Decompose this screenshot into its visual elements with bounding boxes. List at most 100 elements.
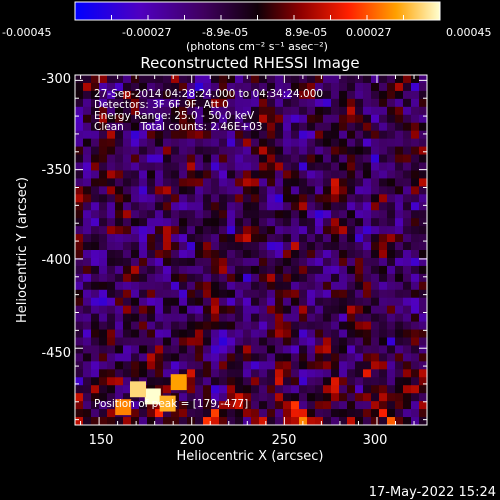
heatmap-cell <box>291 98 300 108</box>
heatmap-cell <box>419 250 427 259</box>
heatmap-cell <box>211 377 220 386</box>
heatmap-cell <box>315 130 324 140</box>
heatmap-cell <box>195 242 204 251</box>
heatmap-cell <box>411 178 420 187</box>
heatmap-cell <box>203 82 212 92</box>
heatmap-cell <box>299 305 308 315</box>
heatmap-cell <box>235 130 244 140</box>
heatmap-cell <box>251 329 260 338</box>
heatmap-cell <box>355 337 364 346</box>
heatmap-cell <box>139 361 148 370</box>
heatmap-cell <box>419 114 427 124</box>
heatmap-cell <box>179 250 188 259</box>
heatmap-cell <box>419 178 427 187</box>
heatmap-cell <box>219 377 228 386</box>
heatmap-cell <box>323 329 332 338</box>
heatmap-peak-cell <box>159 395 176 412</box>
heatmap-cell <box>347 122 356 132</box>
heatmap-cell <box>203 138 212 147</box>
heatmap-cell <box>403 369 412 378</box>
heatmap-cell <box>91 234 100 243</box>
heatmap-cell <box>147 162 156 171</box>
heatmap-cell <box>123 385 132 394</box>
heatmap-cell <box>195 138 204 147</box>
heatmap-cell <box>139 122 148 132</box>
heatmap-cell <box>187 265 196 275</box>
heatmap-cell <box>163 242 172 251</box>
heatmap-cell <box>283 138 292 147</box>
heatmap-cell <box>291 178 300 187</box>
heatmap-cell <box>163 353 172 362</box>
heatmap-cell <box>347 305 356 315</box>
heatmap-cell <box>379 202 388 211</box>
heatmap-cell <box>83 234 92 243</box>
heatmap-cell <box>155 114 164 124</box>
heatmap-cell <box>267 409 276 418</box>
heatmap-cell <box>315 202 324 211</box>
heatmap-cell <box>371 82 380 92</box>
heatmap-cell <box>379 90 388 100</box>
heatmap-cell <box>411 353 420 362</box>
colorbar-ticks <box>111 15 404 20</box>
heatmap-cell <box>235 178 244 187</box>
heatmap-cell <box>115 369 124 378</box>
y-tick-label: -350 <box>41 163 71 178</box>
heatmap-cell <box>267 114 276 124</box>
heatmap-cell <box>99 329 108 338</box>
heatmap-cell <box>211 337 220 346</box>
heatmap-cell <box>115 178 124 187</box>
heatmap-cell <box>299 393 308 402</box>
heatmap-cell <box>315 122 324 132</box>
heatmap-cell <box>339 170 348 179</box>
heatmap-cell <box>307 385 316 394</box>
heatmap-cell <box>227 82 236 92</box>
heatmap-cell <box>99 202 108 211</box>
heatmap-cell <box>339 417 348 425</box>
heatmap-cell <box>411 281 420 291</box>
heatmap-cell <box>363 417 372 425</box>
heatmap-cell <box>339 138 348 147</box>
heatmap-cell <box>299 146 308 155</box>
heatmap-cell <box>419 289 427 299</box>
heatmap-cell <box>147 345 156 354</box>
heatmap-cell <box>347 98 356 108</box>
heatmap-cell <box>403 321 412 330</box>
heatmap-cell <box>219 361 228 370</box>
heatmap-cell <box>211 353 220 362</box>
heatmap-cell <box>195 130 204 140</box>
heatmap-cell <box>139 313 148 322</box>
heatmap-cell <box>379 273 388 283</box>
heatmap-cell <box>347 162 356 171</box>
heatmap-cell <box>203 345 212 354</box>
heatmap-cell <box>419 313 427 322</box>
heatmap-cell <box>75 122 84 132</box>
heatmap-cell <box>387 154 396 163</box>
heatmap-cell <box>411 106 420 116</box>
heatmap-cell <box>339 345 348 354</box>
heatmap-cell <box>347 321 356 330</box>
heatmap-cell <box>387 337 396 346</box>
heatmap-cell <box>283 162 292 171</box>
heatmap-cell <box>243 273 252 283</box>
heatmap-cell <box>75 345 84 354</box>
heatmap-cell <box>195 202 204 211</box>
heatmap-cell <box>219 154 228 163</box>
heatmap-cell <box>115 122 124 132</box>
heatmap-cell <box>107 242 116 251</box>
heatmap-cell <box>131 361 140 370</box>
heatmap-cell <box>99 305 108 315</box>
heatmap-cell <box>131 273 140 283</box>
heatmap-cell <box>419 90 427 100</box>
heatmap-cell <box>131 130 140 140</box>
heatmap-cell <box>179 130 188 140</box>
heatmap-cell <box>91 281 100 291</box>
heatmap-cell <box>363 122 372 132</box>
heatmap-cell <box>379 162 388 171</box>
heatmap-cell <box>203 297 212 307</box>
heatmap-cell <box>307 265 316 275</box>
colorbar-unit-label: (photons cm⁻² s⁻¹ asec⁻²) <box>186 40 328 53</box>
heatmap-cell <box>315 210 324 219</box>
heatmap-cell <box>395 234 404 243</box>
heatmap-cell <box>83 146 92 155</box>
heatmap-cell <box>75 170 84 179</box>
